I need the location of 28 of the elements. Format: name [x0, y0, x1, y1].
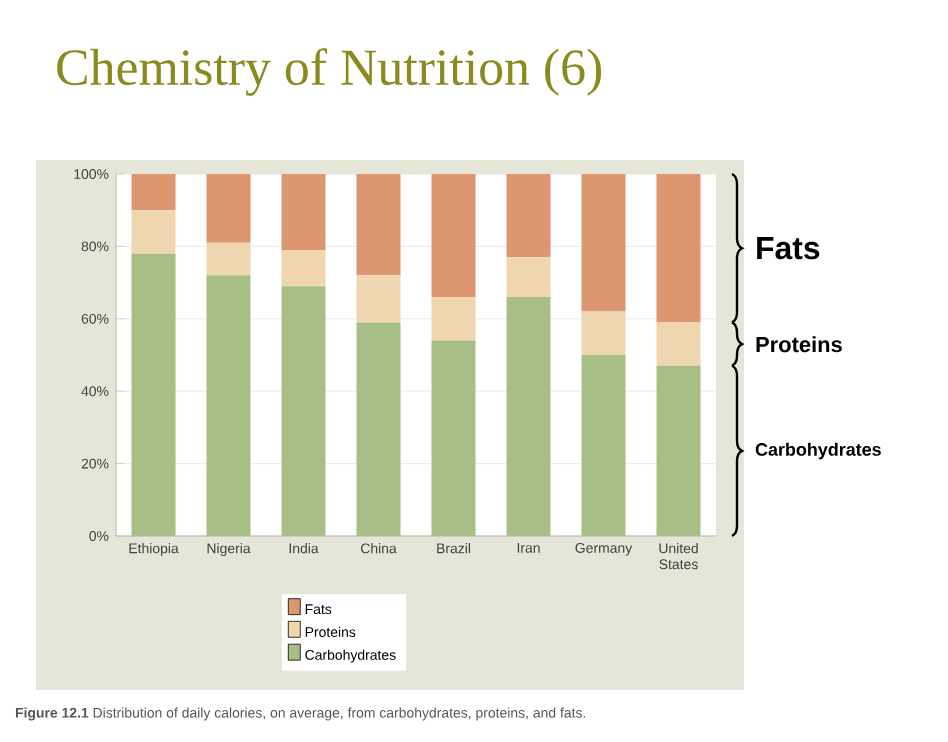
bar	[431, 173, 476, 298]
text: Proteins	[756, 336, 842, 353]
bar	[581, 355, 626, 536]
bar	[581, 173, 626, 312]
bar	[506, 173, 551, 258]
bar	[206, 242, 251, 276]
bar	[581, 311, 626, 355]
bar	[131, 253, 176, 536]
bar	[356, 322, 401, 536]
bar	[206, 173, 251, 243]
bar	[431, 340, 476, 536]
bar	[431, 297, 476, 341]
bar	[656, 365, 701, 536]
text: Carbohydrates	[755, 442, 881, 460]
bar	[281, 286, 326, 536]
bar	[356, 173, 401, 276]
text: Fats	[757, 237, 820, 260]
bar	[356, 275, 401, 323]
bar	[281, 250, 326, 287]
bar	[506, 257, 551, 298]
bar	[506, 297, 551, 536]
bar	[281, 173, 326, 251]
bar	[131, 173, 176, 211]
chart-title: Chemistry of Nutrition (6)	[57, 48, 602, 96]
bar	[656, 322, 701, 366]
bar	[131, 210, 176, 254]
bar	[206, 275, 251, 536]
bar	[656, 173, 701, 323]
